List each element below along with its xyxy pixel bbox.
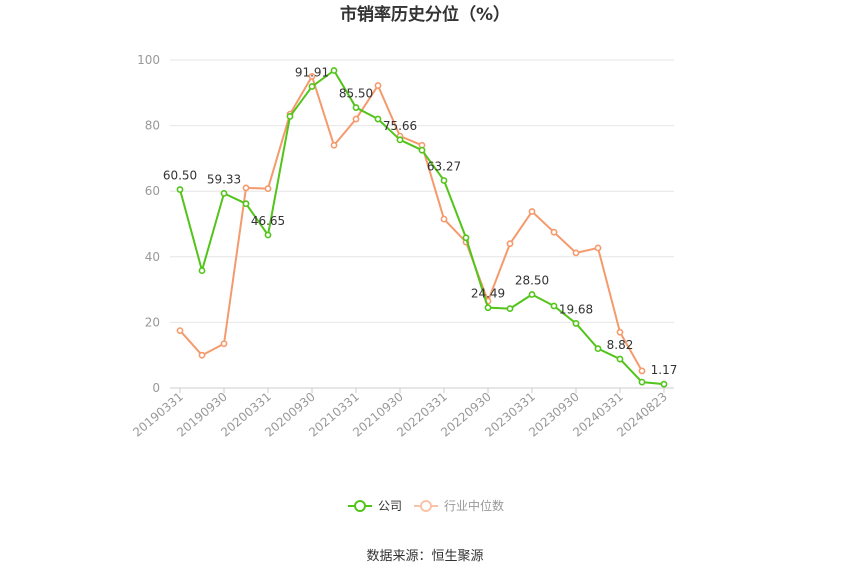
company-point [396, 136, 404, 144]
company-point [330, 67, 338, 74]
company-point [242, 200, 250, 208]
industry-median-point [198, 351, 206, 359]
industry-median-point [528, 208, 536, 215]
legend-swatch-marker [420, 500, 432, 512]
industry-median-point [352, 115, 360, 123]
legend[interactable]: 公司 行业中位数 [348, 498, 504, 513]
legend-label: 行业中位数 [444, 498, 504, 513]
industry-median-point [242, 184, 250, 192]
grid [170, 59, 674, 389]
legend-swatch-marker [354, 500, 366, 512]
data-label: 60.50 [163, 169, 197, 183]
company-point [308, 83, 316, 90]
industry-median-point [330, 141, 338, 149]
chart-title: 市销率历史分位（%） [340, 4, 510, 25]
data-label: 19.68 [559, 302, 593, 316]
company-point [264, 231, 272, 239]
company-point [374, 115, 382, 123]
industry-median-point [440, 215, 448, 223]
industry-median-point [550, 228, 558, 236]
data-label: 8.82 [607, 338, 634, 352]
company-point [660, 380, 668, 388]
company-point [198, 267, 206, 274]
data-label: 28.50 [515, 274, 549, 288]
data-label: 46.65 [251, 214, 285, 228]
company-point [638, 378, 646, 386]
axes: 0204060801002019033120190930202003312020… [130, 53, 670, 440]
industry-median-point [594, 244, 602, 252]
company-point [572, 320, 580, 327]
legend-label: 公司 [378, 499, 402, 513]
y-tick-label: 40 [145, 250, 160, 264]
data-labels: 60.50 59.33 46.65 91.91 85.50 75.66 63.27 24.49… [163, 66, 678, 378]
industry-median-point [176, 327, 184, 334]
company-point [528, 291, 536, 298]
industry-median-line [179, 75, 643, 372]
data-label: 63.27 [427, 159, 461, 173]
y-tick-label: 20 [145, 315, 160, 329]
legend-item-industry-median[interactable]: 行业中位数 [414, 498, 504, 513]
industry-median-point [506, 240, 514, 248]
company-point [616, 355, 624, 363]
y-tick-label: 0 [152, 381, 160, 395]
data-label: 91.91 [295, 66, 329, 80]
company-point [506, 305, 514, 313]
company-point [176, 186, 184, 193]
industry-median-point [616, 328, 624, 336]
data-label: 24.49 [471, 287, 505, 301]
company-point [440, 177, 448, 184]
data-label: 85.50 [339, 87, 373, 101]
industry-median-point [308, 73, 316, 80]
industry-median-point [572, 249, 580, 257]
data-label: 59.33 [207, 172, 241, 186]
industry-median-point [638, 367, 646, 375]
data-label: 75.66 [383, 119, 417, 133]
y-tick-label: 100 [137, 53, 160, 67]
plot-area [176, 67, 668, 388]
company-point [220, 189, 228, 197]
company-point [550, 302, 558, 310]
data-label: 1.17 [651, 363, 678, 377]
company-point [286, 113, 294, 120]
company-point [462, 234, 470, 242]
y-tick-label: 60 [145, 184, 160, 198]
industry-median-point [220, 340, 228, 348]
y-tick-label: 80 [145, 119, 160, 133]
company-point [418, 146, 426, 154]
industry-median-point [374, 82, 382, 89]
legend-item-company[interactable]: 公司 [348, 499, 402, 513]
source-note: 数据来源：恒生聚源 [366, 549, 483, 564]
company-point [484, 304, 492, 312]
industry-median-point [264, 185, 272, 192]
company-point [352, 104, 360, 111]
company-point [594, 345, 602, 353]
